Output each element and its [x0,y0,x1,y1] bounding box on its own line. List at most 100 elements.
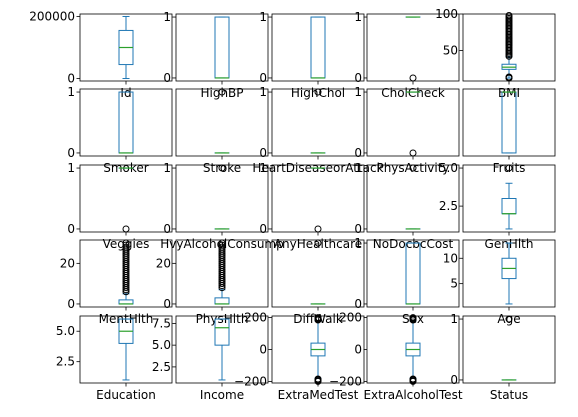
y-tick-label: 1 [163,161,171,175]
x-tick-label: AnyHealthcare [274,237,362,251]
y-tick-label: 200 [339,311,362,325]
y-tick-label: 0 [163,297,171,311]
y-tick-label: 1 [354,85,362,99]
axes-frame [462,88,556,157]
outlier-point [409,149,417,157]
y-tick-label: 0 [259,146,267,160]
axes-frame [366,164,460,233]
axes-frame [79,164,173,233]
y-tick-label: 1 [259,10,267,24]
x-tick-label: Fruits [493,161,526,175]
outlier-point [505,11,513,19]
y-tick-label: 2.5 [439,199,458,213]
y-tick-label: 0 [163,222,171,236]
y-tick-label: 200 [244,311,267,325]
x-tick-label: NoDocbcCost [373,237,454,251]
axes-frame [79,88,173,157]
outlier-point [122,225,130,233]
y-tick-label: 0 [67,222,75,236]
y-tick-label: 0 [259,222,267,236]
y-tick-label: 0 [67,72,75,86]
subplot-id: 0 200000 Id [29,9,173,100]
box [118,299,134,305]
y-tick-label: 0 [354,343,362,357]
axes-frame [271,239,365,308]
y-tick-label: 7.5 [152,316,171,330]
outlier-point [505,73,513,81]
x-tick-label: Education [96,388,156,402]
y-tick-label: 1 [354,161,362,175]
outlier-point [409,375,417,383]
box [310,16,326,79]
x-tick-label: HighBP [200,86,243,100]
subplot-cholcheck: 01 CholCheck [354,10,460,100]
axes-frame [462,239,556,308]
axes-frame [175,13,269,82]
x-tick-label: Income [200,388,244,402]
subplot-stroke: Stroke [175,88,269,175]
box [118,91,134,154]
y-tick-label: 0 [67,297,75,311]
box [501,91,517,154]
axes-frame [462,164,556,233]
subplot-education: 2.5 5.0 Education [56,315,173,402]
y-tick-label: 100 [435,7,458,21]
y-tick-label: 1 [67,85,75,99]
y-tick-label: 2.5 [152,360,171,374]
subplot-fruits: Fruits [462,88,556,175]
box [214,297,230,305]
y-tick-label: −200 [234,374,267,388]
y-tick-label: 1 [259,161,267,175]
y-tick-label: 0 [354,146,362,160]
outlier-point [218,241,226,249]
x-tick-label: Status [490,388,528,402]
y-tick-label: 0 [450,373,458,387]
subplot-diffwalk: DiffWalk [271,239,365,326]
y-tick-label: 1 [354,236,362,250]
outlier-point [314,225,322,233]
y-tick-label: 0 [259,71,267,85]
y-tick-label: 1 [163,10,171,24]
x-tick-label: Sex [402,312,424,326]
outlier-point [409,74,417,82]
box [501,198,517,215]
outlier-point [122,243,130,251]
axes-frame [79,239,173,308]
subplot-age: 5 10 Age [443,239,556,326]
x-tick-label: Age [497,312,520,326]
y-tick-label: 50 [443,43,458,57]
y-tick-label: 20 [60,256,75,270]
x-tick-label: CholCheck [381,86,445,100]
y-tick-label: 5 [450,277,458,291]
outlier-point [314,314,322,322]
y-tick-label: 0 [163,71,171,85]
y-tick-label: −200 [329,374,362,388]
y-tick-label: 1 [450,312,458,326]
axes-frame [462,13,556,82]
outlier-point [218,243,226,251]
subplot-extraalcoholtest: −200 0 200 ExtraAlcoholTest [329,311,463,402]
y-tick-label: 0 [259,343,267,357]
y-tick-label: 2.5 [56,355,75,369]
x-tick-label: ExtraMedTest [278,388,359,402]
x-tick-label: Id [120,86,131,100]
axes-frame [79,13,173,82]
y-tick-label: 0 [354,71,362,85]
axes-frame [175,239,269,308]
y-tick-label: 0 [354,297,362,311]
subplot-sex: 0 1 Sex [354,236,460,326]
y-tick-label: 5.0 [439,161,458,175]
x-tick-label: PhysActivity [376,161,449,175]
y-tick-label: 5.0 [56,324,75,338]
axes-frame [175,88,269,157]
y-tick-label: 1 [259,85,267,99]
outlier-point [122,241,130,249]
subplot-bmi: 50 100 BMI [435,7,556,100]
x-tick-label: BMI [498,86,520,100]
axes-frame [462,315,556,384]
x-tick-label: HighChol [291,86,345,100]
